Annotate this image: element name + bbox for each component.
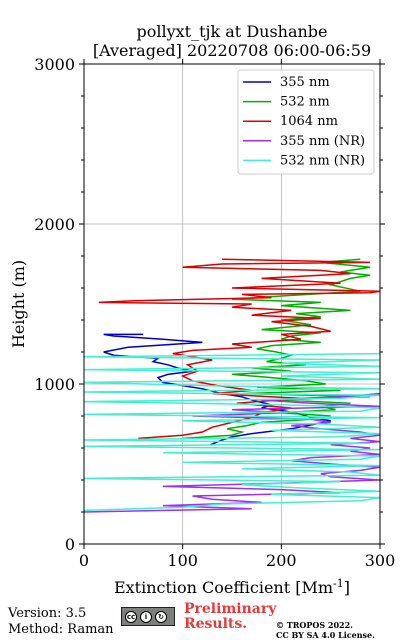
x-tick-label: 0 <box>79 551 89 570</box>
preliminary-results-label: Preliminary Results. <box>184 601 277 632</box>
y-tick-label: 0 <box>65 535 75 554</box>
legend-box <box>237 69 375 175</box>
legend-label: 1064 nm <box>280 114 338 129</box>
y-tick-label: 2000 <box>34 215 75 234</box>
x-axis-label: Extinction Coefficient [Mm-1] <box>114 577 350 597</box>
chart-title: pollyxt_tjk at Dushanbe <box>136 22 328 41</box>
series-line <box>84 352 380 512</box>
x-tick-label: 100 <box>167 551 198 570</box>
legend-label: 355 nm <box>280 75 330 90</box>
chart-subtitle: [Averaged] 20220708 06:00-06:59 <box>92 41 372 60</box>
sa-icon: ↻ <box>155 610 167 623</box>
method-label: Method: Raman <box>8 622 114 637</box>
y-tick-label: 3000 <box>34 55 75 74</box>
y-tick-label: 1000 <box>34 375 75 394</box>
legend-label: 532 nm (NR) <box>280 153 365 168</box>
copyright-label: © TROPOS 2022. CC BY SA 4.0 License. <box>276 620 375 640</box>
cc-license-icon: cc i ↻ <box>121 607 175 626</box>
by-icon: i <box>140 610 152 623</box>
y-axis-label: Height (m) <box>9 260 28 348</box>
series-group <box>84 258 380 513</box>
x-tick-label: 200 <box>266 551 297 570</box>
legend-label: 532 nm <box>280 95 330 110</box>
legend-label: 355 nm (NR) <box>280 134 365 149</box>
plot-frame <box>83 63 381 545</box>
x-tick-label: 300 <box>365 551 396 570</box>
cc-icon: cc <box>125 610 137 623</box>
version-label: Version: 3.5 <box>8 606 87 621</box>
